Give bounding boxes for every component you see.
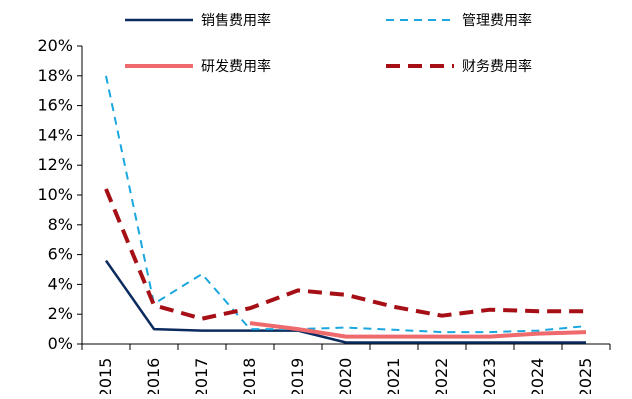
y-tick-label: 12% [37,155,73,174]
legend-label-3: 研发费用率 [201,58,271,75]
y-tick-label: 14% [37,125,73,144]
legend-label-2: 管理费用率 [462,12,532,29]
x-tick-label: 2025 [576,358,595,394]
series-line-2 [105,75,587,334]
x-tick-label: 2022 [432,358,451,394]
y-tick-label: 2% [48,304,73,323]
x-tick-label: 2018 [240,358,259,394]
x-tick-label: 2015 [96,358,115,394]
y-tick-label: 20% [37,36,73,55]
x-tick-label: 2020 [336,358,355,394]
y-tick-label: 0% [48,334,73,353]
series-line-3 [249,321,587,339]
legend-label-4: 财务费用率 [462,58,532,75]
x-tick-label: 2019 [288,358,307,394]
x-tick-label: 2024 [528,358,547,394]
series-line-4 [104,188,586,321]
x-tick-label: 2017 [192,358,211,394]
y-tick-label: 10% [37,185,73,204]
y-tick-label: 6% [48,245,73,264]
x-tick-label: 2021 [384,358,403,394]
y-tick-label: 18% [37,66,73,85]
y-tick-label: 16% [37,96,73,115]
y-tick-label: 8% [48,215,73,234]
x-tick-label: 2023 [480,358,499,394]
x-tick-label: 2016 [144,358,163,394]
series-line-1 [104,259,586,344]
y-tick-label: 4% [48,274,73,293]
legend-label-1: 销售费用率 [201,12,271,29]
